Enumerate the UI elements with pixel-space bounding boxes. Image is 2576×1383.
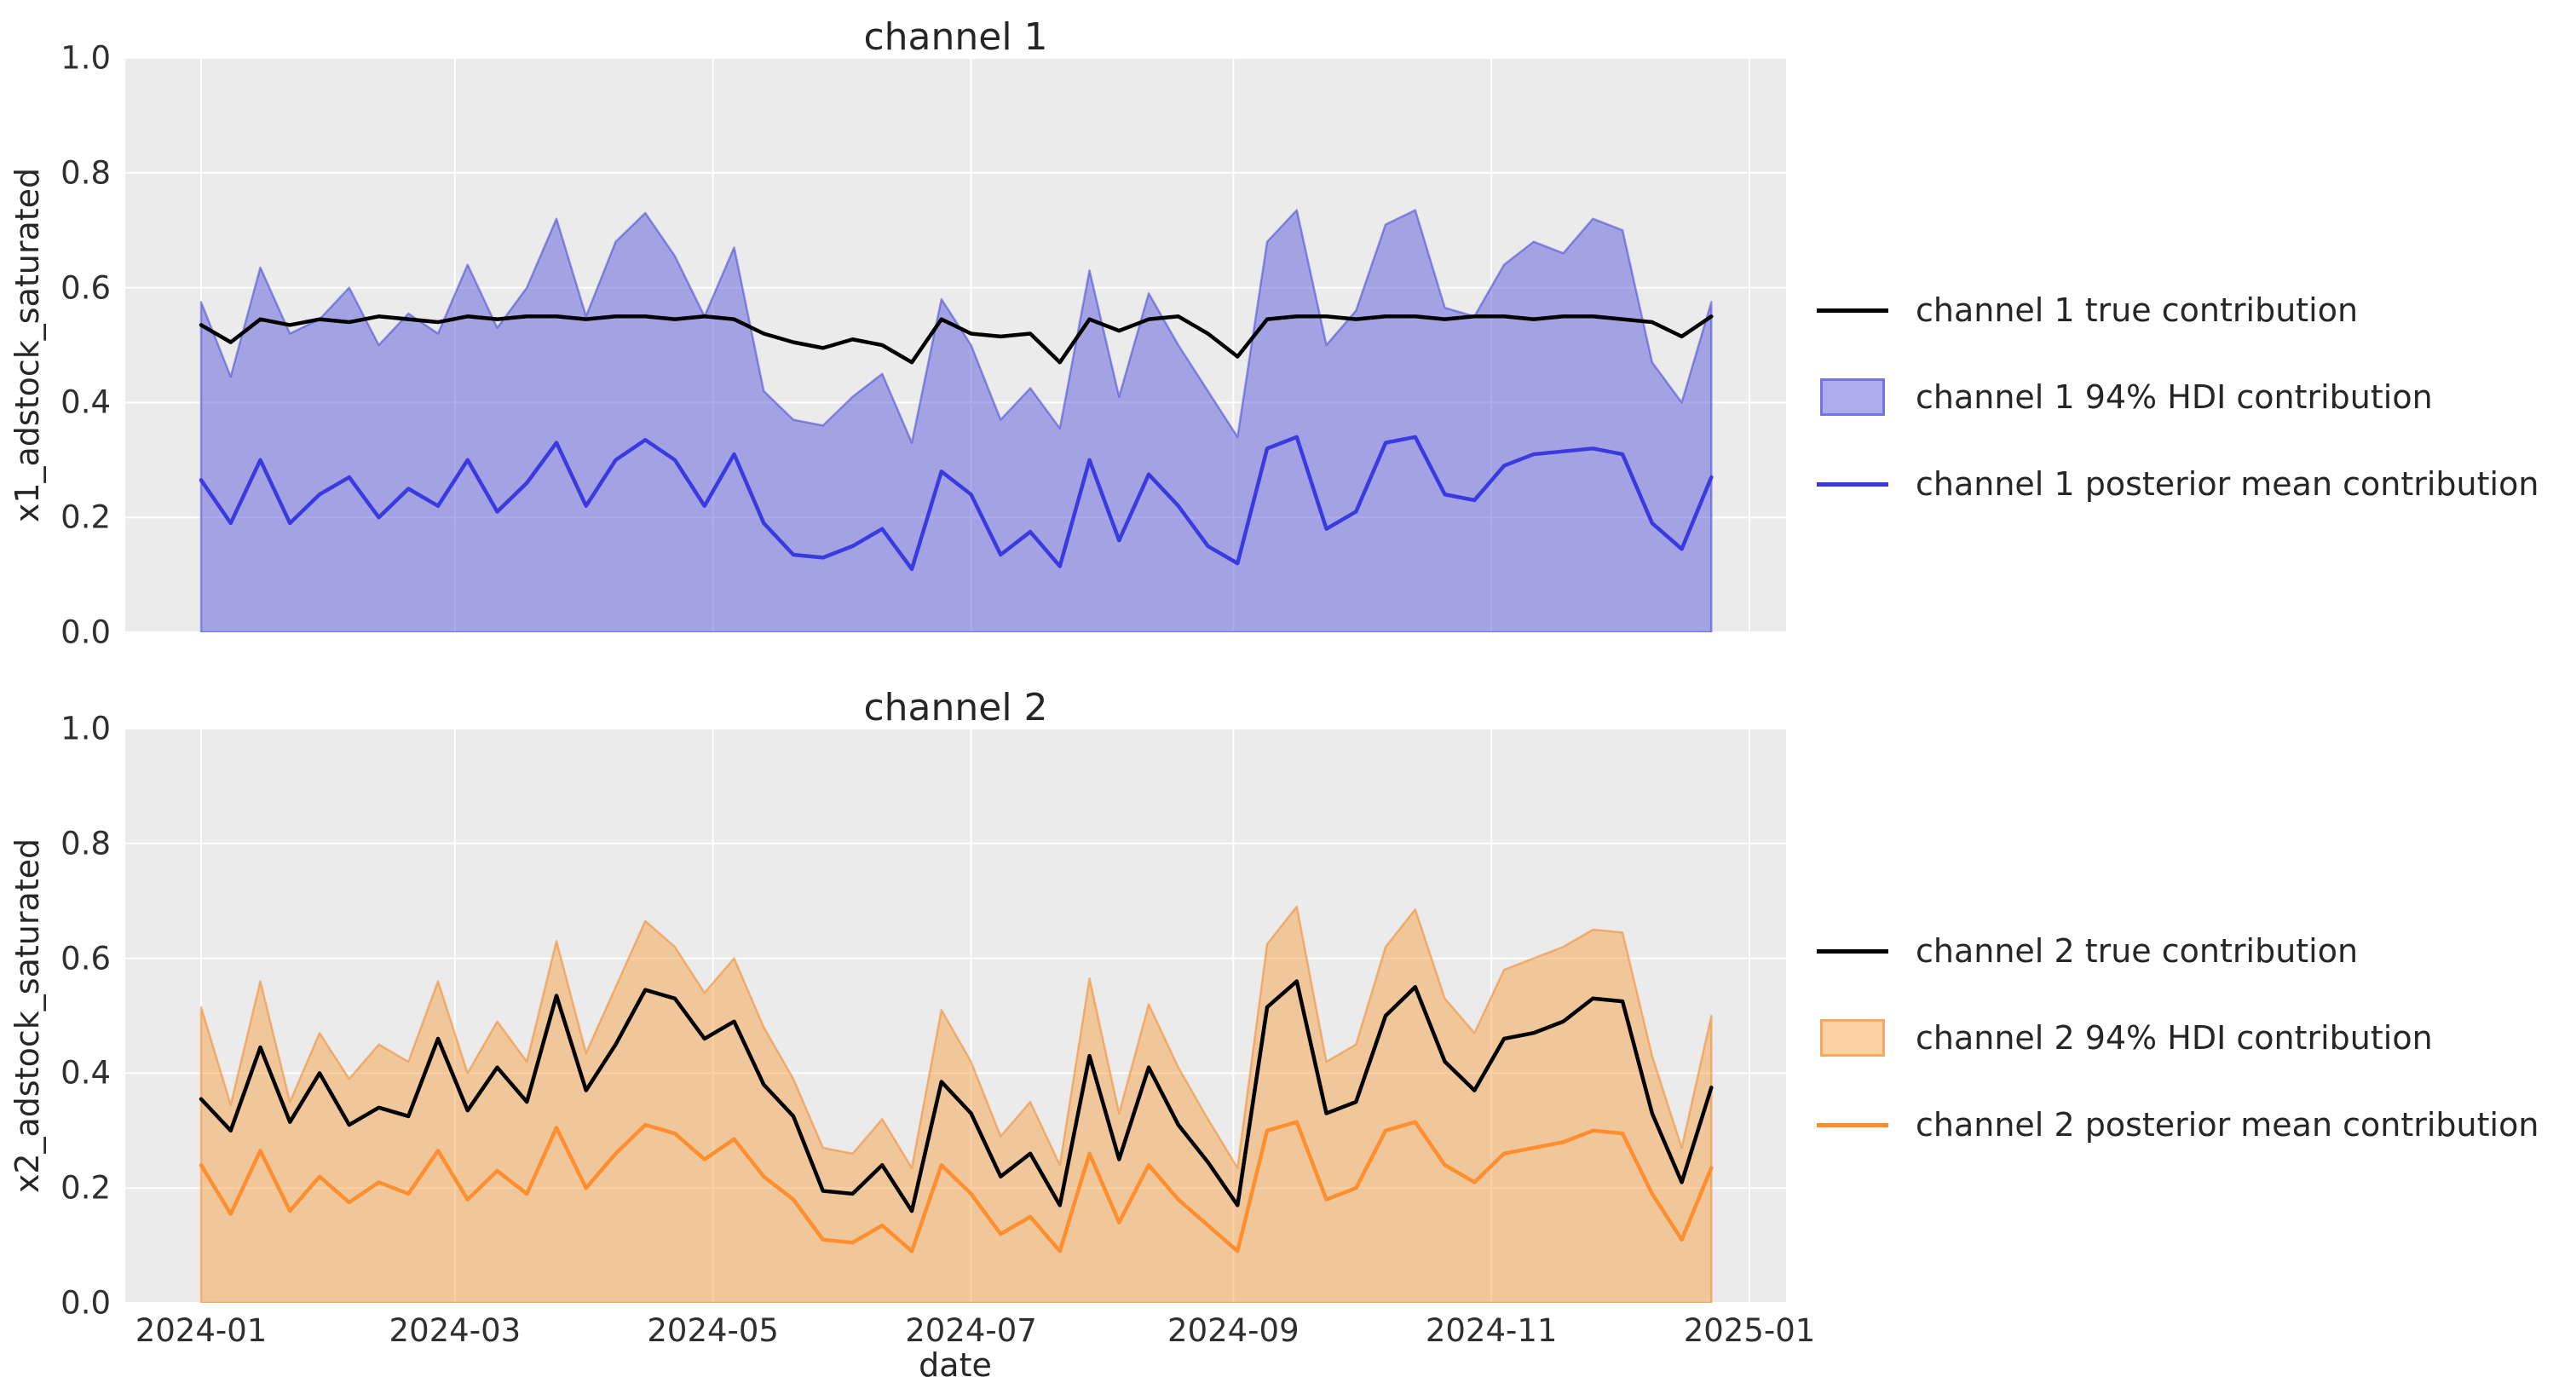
hdi-patch-swatch (1820, 378, 1885, 416)
x-tick-label: 2024-11 (1425, 1312, 1558, 1349)
posterior-mean-line-swatch (1817, 481, 1888, 487)
legend-label: channel 1 posterior mean contribution (1916, 465, 2539, 503)
x-tick-label: 2024-05 (647, 1312, 779, 1349)
legend-channel-2: channel 2 true contribution channel 2 94… (1817, 908, 2539, 1168)
posterior-mean-line (199, 1120, 1714, 1253)
y-axis-label-channel-2: x2_adstock_saturated (9, 838, 46, 1194)
legend-item: channel 2 94% HDI contribution (1817, 994, 2539, 1081)
x-tick-label: 2024-09 (1167, 1312, 1300, 1349)
legend-channel-1: channel 1 true contribution channel 1 94… (1817, 267, 2539, 527)
true-contribution-line (199, 314, 1714, 365)
hdi-patch-swatch (1820, 1019, 1885, 1057)
true-line-swatch (1817, 948, 1888, 954)
y-axis-label-channel-1: x1_adstock_saturated (9, 167, 46, 523)
posterior-mean-line-swatch (1817, 1122, 1888, 1127)
legend-label: channel 2 posterior mean contribution (1916, 1106, 2539, 1144)
y-tick-label: 0.8 (61, 154, 111, 192)
y-tick-label: 0.4 (61, 1054, 111, 1092)
chart-title-channel-1: channel 1 (863, 15, 1048, 59)
y-tick-label: 0.2 (61, 498, 111, 536)
legend-item: channel 1 posterior mean contribution (1817, 441, 2539, 527)
y-tick-label: 0.6 (61, 940, 111, 977)
x-axis-label: date (919, 1346, 992, 1383)
chart-canvas-channel-2 (125, 729, 1786, 1303)
plot-area-channel-2 (125, 729, 1786, 1303)
y-tick-label: 0.2 (61, 1169, 111, 1207)
legend-item: channel 2 posterior mean contribution (1817, 1081, 2539, 1168)
y-tick-label: 1.0 (61, 710, 111, 747)
x-tick-label: 2024-07 (905, 1312, 1037, 1349)
hdi-band (199, 905, 1713, 1303)
legend-label: channel 2 true contribution (1916, 932, 2359, 970)
x-tick-label: 2024-03 (389, 1312, 522, 1349)
legend-item: channel 1 true contribution (1817, 267, 2539, 354)
plot-area-channel-1 (125, 58, 1786, 632)
chart-title-channel-2: channel 2 (863, 686, 1048, 729)
legend-label: channel 1 94% HDI contribution (1916, 378, 2433, 416)
y-tick-label: 0.0 (61, 614, 111, 651)
legend-label: channel 2 94% HDI contribution (1916, 1019, 2433, 1057)
x-tick-label: 2025-01 (1683, 1312, 1816, 1349)
posterior-mean-line (199, 435, 1714, 572)
true-contribution-line (199, 979, 1714, 1213)
chart-canvas-channel-1 (125, 58, 1786, 632)
legend-item: channel 2 true contribution (1817, 908, 2539, 994)
y-tick-label: 1.0 (61, 39, 111, 77)
true-line-swatch (1817, 308, 1888, 313)
y-tick-label: 0.6 (61, 269, 111, 307)
y-tick-label: 0.8 (61, 825, 111, 862)
legend-label: channel 1 true contribution (1916, 291, 2359, 329)
x-tick-label: 2024-01 (135, 1312, 268, 1349)
y-tick-label: 0.0 (61, 1284, 111, 1322)
hdi-band (199, 209, 1713, 632)
y-tick-label: 0.4 (61, 383, 111, 421)
legend-item: channel 1 94% HDI contribution (1817, 354, 2539, 441)
